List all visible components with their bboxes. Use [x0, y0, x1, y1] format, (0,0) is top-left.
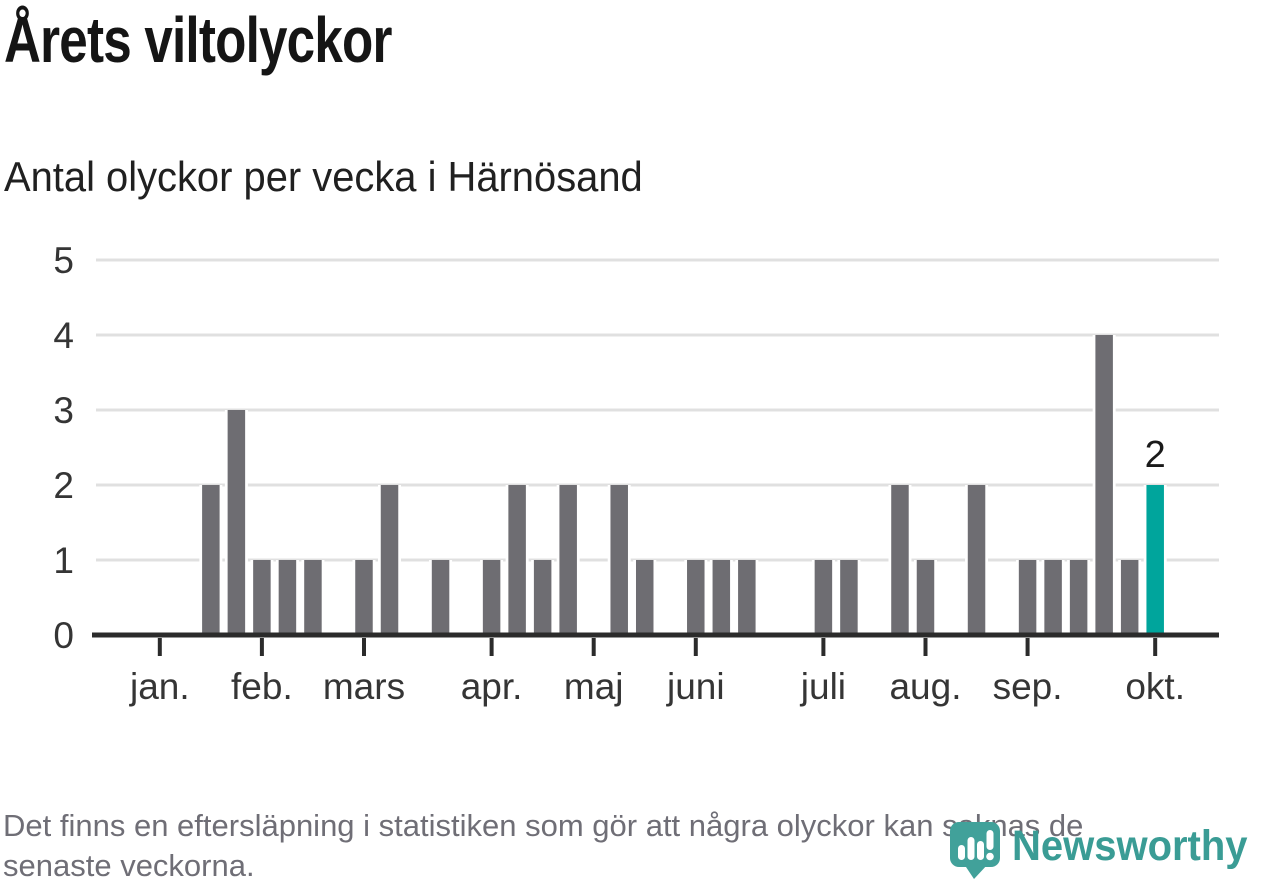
logo-pin-tail	[964, 864, 988, 879]
bar-week-32	[891, 485, 909, 635]
y-axis-tick-label-2: 2	[53, 465, 74, 506]
logo-chart-bar-medium	[977, 841, 984, 860]
bar-week-26	[738, 560, 756, 635]
bar-week-19	[559, 485, 577, 635]
bar-week-24	[687, 560, 705, 635]
chart-subtitle: Antal olyckor per vecka i Härnösand	[4, 153, 643, 200]
bar-week-16	[482, 560, 501, 635]
x-axis-month-label-aug: aug.	[889, 666, 961, 707]
newsworthy-logo-icon	[950, 822, 1000, 879]
bar-week-29	[814, 560, 833, 635]
bar-week-18	[533, 560, 552, 635]
footer-note: Det finns en eftersläpning i statistiken…	[3, 806, 1262, 886]
bar-week-6	[227, 410, 246, 635]
newsworthy-wordmark: Newsworthy	[1012, 822, 1248, 870]
footer-note-line-1: Det finns en eftersläpning i statistiken…	[3, 808, 1084, 843]
x-axis-month-label-maj: maj	[564, 666, 624, 707]
bar-week-9	[304, 560, 322, 635]
y-axis-tick-label-1: 1	[53, 540, 74, 581]
bar-week-11	[355, 560, 373, 635]
bar-week-25	[712, 560, 731, 635]
bar-week-8	[278, 560, 297, 635]
x-axis-month-label-okt: okt.	[1125, 666, 1185, 707]
bar-week-41	[1120, 560, 1139, 635]
bar-week-7	[253, 560, 271, 635]
bar-week-35	[967, 485, 986, 635]
bar-week-22	[635, 560, 654, 635]
bar-week-5	[202, 485, 220, 635]
bar-week-14	[431, 560, 450, 635]
x-axis-month-label-jan: jan.	[129, 666, 190, 707]
bar-week-12	[380, 485, 399, 635]
logo-exclamation-dot	[986, 852, 994, 861]
y-axis-tick-label-5: 5	[53, 240, 74, 281]
bar-week-40	[1095, 335, 1113, 635]
x-axis-month-label-mars: mars	[323, 666, 405, 707]
footer-note-line-2: senaste veckorna.	[3, 848, 255, 883]
bar-week-42-highlighted	[1146, 485, 1164, 635]
x-axis-month-label-sep: sep.	[993, 666, 1063, 707]
newsworthy-logo: Newsworthy	[948, 820, 1260, 879]
bar-week-39	[1069, 560, 1088, 635]
x-axis-month-label-juli: juli	[800, 666, 846, 707]
bar-week-17	[508, 485, 526, 635]
bar-week-21	[610, 485, 628, 635]
logo-exclamation-bar	[986, 830, 994, 850]
x-axis-month-label-feb: feb.	[231, 666, 293, 707]
y-axis-tick-label-3: 3	[53, 390, 74, 431]
highlight-value-label: 2	[1145, 434, 1166, 476]
y-axis-tick-label-4: 4	[53, 315, 74, 356]
bar-week-33	[916, 560, 935, 635]
logo-chart-bar-short	[958, 845, 965, 860]
bar-week-38	[1044, 560, 1062, 635]
x-axis-month-label-apr: apr.	[461, 666, 523, 707]
page-title: Årets viltolyckor	[4, 4, 392, 76]
weekly-bar-chart: 0 1 2 3 4 5 jan. feb. mars apr. maj juni juli aug. sep…	[53, 240, 1219, 707]
logo-chart-bar-tall	[967, 837, 975, 860]
bar-week-30	[840, 560, 858, 635]
x-axis-month-label-juni: juni	[666, 666, 725, 707]
y-axis-tick-label-0: 0	[53, 615, 74, 656]
bar-week-37	[1018, 560, 1037, 635]
